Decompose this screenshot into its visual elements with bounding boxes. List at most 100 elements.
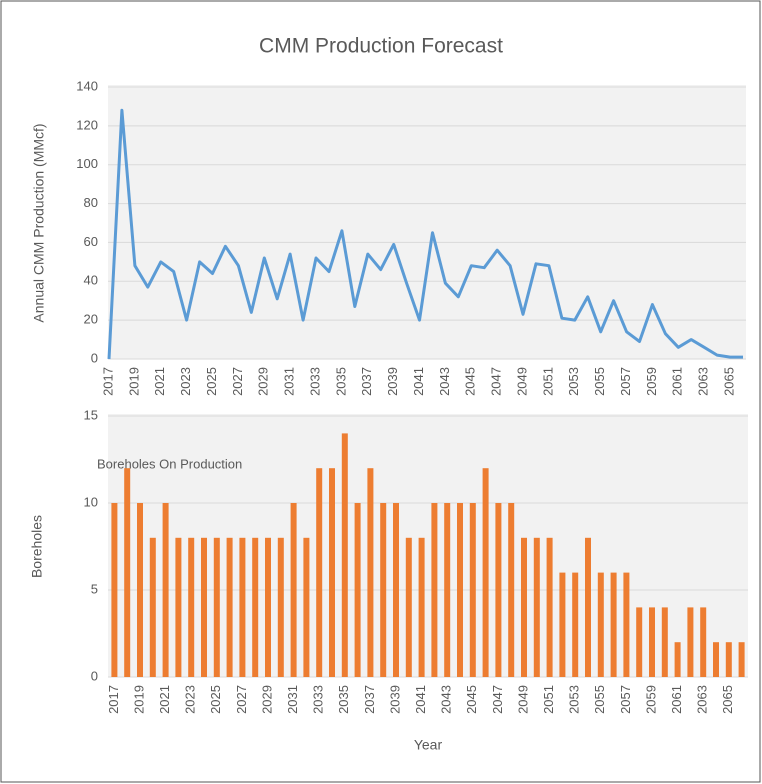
bar	[226, 537, 233, 677]
bar	[738, 642, 745, 677]
bar	[636, 607, 643, 677]
bar	[725, 642, 732, 677]
x-tick-label: 2047	[489, 367, 504, 396]
x-tick-label: 2055	[592, 685, 607, 714]
bar	[124, 468, 131, 677]
y-tick-label: 40	[84, 273, 98, 288]
y-tick-label: 5	[91, 581, 98, 596]
x-tick-label: 2027	[234, 685, 249, 714]
bar	[213, 537, 220, 677]
bar	[585, 537, 591, 677]
y-tick-label: 20	[84, 312, 98, 327]
bar	[239, 537, 246, 677]
x-tick-label: 2061	[670, 367, 685, 396]
x-tick-label: 2041	[411, 367, 426, 396]
y-tick-label: 10	[84, 494, 98, 509]
bar	[597, 572, 604, 677]
x-tick-label: 2033	[311, 685, 326, 714]
bar	[713, 642, 719, 677]
x-tick-label: 2035	[333, 367, 348, 396]
bar	[482, 468, 489, 677]
bar	[546, 537, 553, 677]
x-tick-label: 2049	[515, 685, 530, 714]
bar	[700, 607, 707, 677]
x-tick-label: 2035	[336, 685, 351, 714]
bar	[444, 503, 451, 677]
bar	[687, 607, 694, 677]
bar	[572, 572, 579, 677]
bar	[137, 503, 143, 677]
bar	[457, 503, 463, 677]
bar	[431, 503, 438, 677]
x-tick-label: 2059	[643, 685, 658, 714]
bar	[405, 537, 412, 677]
x-tick-label: 2019	[126, 367, 141, 396]
line-series	[107, 108, 743, 360]
x-tick-label: 2041	[413, 685, 428, 714]
y-tick-label: 80	[84, 195, 98, 210]
chart-title: CMM Production Forecast	[259, 35, 503, 58]
x-tick-label: 2053	[566, 367, 581, 396]
x-tick-label: 2045	[464, 685, 479, 714]
x-tick-label: 2053	[567, 685, 582, 714]
x-tick-label: 2045	[463, 367, 478, 396]
bar	[610, 572, 617, 677]
x-tick-label: 2063	[695, 685, 710, 714]
x-tick-label: 2039	[385, 367, 400, 396]
x-tick-label: 2055	[592, 367, 607, 396]
x-tick-label: 2031	[285, 685, 300, 714]
x-tick-label: 2031	[282, 367, 297, 396]
bar	[533, 537, 540, 677]
plot-area	[108, 85, 746, 359]
x-tick-label: 2061	[669, 685, 684, 714]
bar	[201, 537, 207, 677]
x-tick-label: 2047	[490, 685, 505, 714]
bar	[111, 503, 118, 677]
y-tick-label: 0	[91, 350, 98, 365]
bar	[380, 503, 387, 677]
x-tick-label: 2057	[618, 685, 633, 714]
bar	[303, 537, 310, 677]
y-axis-label: Annual CMM Production (MMcf)	[31, 123, 47, 322]
bar	[329, 468, 335, 677]
bar	[623, 572, 630, 677]
x-tick-label: 2021	[157, 685, 172, 714]
bar	[367, 468, 374, 677]
bar	[508, 503, 515, 677]
x-tick-label: 2049	[514, 367, 529, 396]
x-tick-label: 2017	[106, 685, 121, 714]
y-tick-label: 15	[84, 407, 98, 422]
x-axis-label: Year	[414, 737, 443, 753]
x-tick-label: 2021	[152, 367, 167, 396]
bar	[674, 642, 681, 677]
x-tick-label: 2063	[696, 367, 711, 396]
bar	[469, 503, 476, 677]
bar	[559, 572, 566, 677]
bar	[393, 503, 399, 677]
bar	[521, 537, 527, 677]
x-tick-label: 2023	[183, 685, 198, 714]
x-tick-label: 2019	[131, 685, 146, 714]
x-tick-label: 2023	[178, 367, 193, 396]
x-tick-label: 2029	[256, 367, 271, 396]
bar	[252, 537, 259, 677]
bar	[354, 503, 361, 677]
x-tick-label: 2029	[259, 685, 274, 714]
bar	[341, 433, 348, 677]
x-tick-label: 2037	[359, 367, 374, 396]
bar	[418, 537, 425, 677]
bar	[277, 537, 284, 677]
bar	[188, 537, 195, 677]
x-tick-label: 2051	[541, 685, 556, 714]
bar	[175, 537, 182, 677]
bar	[316, 468, 323, 677]
bar	[290, 503, 297, 677]
x-tick-label: 2033	[307, 367, 322, 396]
x-tick-label: 2043	[439, 685, 454, 714]
x-tick-label: 2043	[437, 367, 452, 396]
chart-title: Boreholes On Production	[97, 456, 242, 471]
bar	[162, 503, 169, 677]
x-tick-label: 2065	[721, 367, 736, 396]
y-tick-label: 120	[76, 117, 98, 132]
